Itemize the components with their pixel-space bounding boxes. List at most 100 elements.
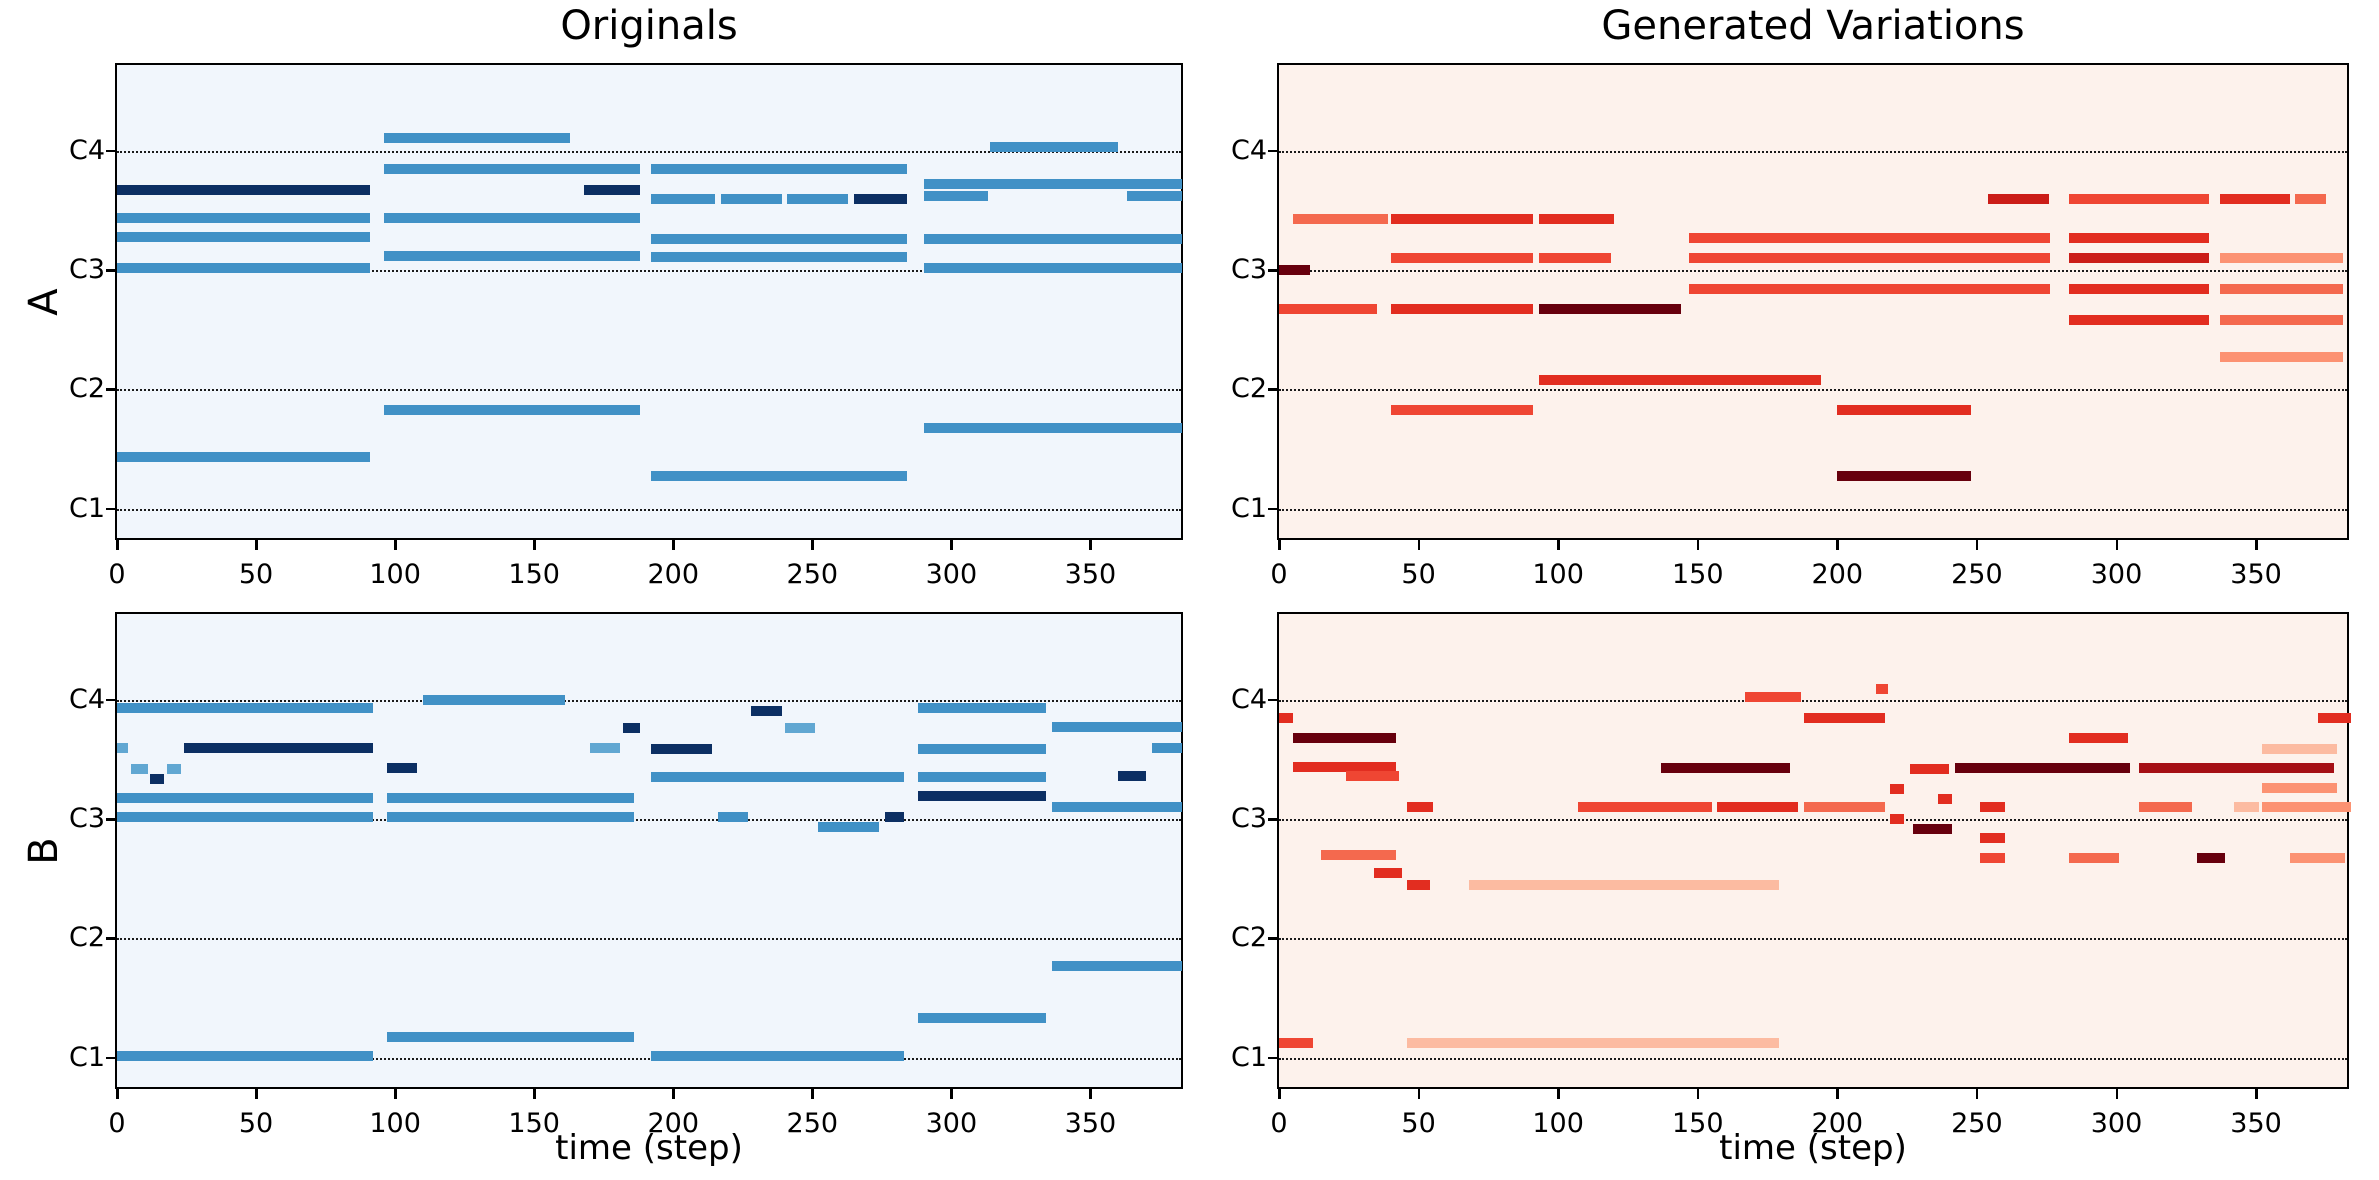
note-bar [384,212,640,223]
x-tick-mark [394,540,397,550]
note-bar [2289,853,2346,864]
y-tick-mark [1268,269,1277,272]
title-originals: Originals [560,3,738,49]
note-bar [884,811,905,822]
note-bar [1954,762,2131,773]
y-tick-label-c4: C4 [68,134,105,166]
y-tick-mark [106,507,115,511]
note-bar [1988,193,2050,204]
note-bar [1689,232,2050,243]
note-bar [918,743,1046,754]
gridline-c1 [1279,508,2347,511]
note-bar [183,742,373,753]
note-bar [384,404,640,415]
gridline-c3 [1279,270,2347,273]
note-bar [167,764,181,775]
x-tick-mark [116,540,119,550]
note-bar [1837,404,1972,415]
gridline-c4 [1279,699,2347,702]
x-tick-mark [811,1089,814,1099]
note-bar [1876,684,1888,695]
x-tick-mark [1836,540,1839,550]
y-tick-mark [106,1056,115,1060]
x-tick-label: 350 [1064,559,1117,590]
y-tick-mark [1268,149,1277,153]
note-bar [1390,404,1534,415]
x-tick-label: 150 [508,559,560,590]
note-bar [720,193,782,204]
note-bar [651,234,907,245]
note-bar [2069,733,2128,744]
x-tick-mark [950,540,953,550]
note-bar [2261,783,2338,794]
note-bar [2219,284,2343,295]
note-bar [1390,253,1534,264]
note-bar [117,792,373,803]
note-bar [1745,692,1802,703]
note-bar [1890,784,1905,795]
gridline-c4 [1279,150,2347,153]
note-bar [651,1051,905,1062]
note-bar [1909,764,1949,775]
x-tick-mark [255,540,258,550]
x-tick-mark [394,1089,397,1099]
note-bar [623,723,640,734]
x-tick-label: 100 [1532,1108,1584,1139]
x-tick-label: 250 [1951,1108,2003,1139]
note-bar [1279,265,1310,276]
note-bar [2138,762,2335,773]
note-bar [1468,879,1779,890]
note-bar [923,191,988,202]
note-bar [386,1032,635,1043]
note-bar [2261,802,2351,813]
note-bar [651,772,905,783]
note-bar [1538,213,1614,224]
note-bar [651,163,907,174]
x-tick-mark [1975,1089,1979,1099]
gridline-c2 [1279,389,2347,392]
note-bar [2219,315,2343,326]
x-tick-label: 250 [786,559,839,590]
note-bar [2233,802,2259,813]
note-bar [150,773,165,784]
note-bar [117,1051,373,1062]
x-tick-label: 250 [786,1108,839,1139]
note-bar [817,822,880,833]
x-tick-mark [1089,1089,1092,1099]
x-tick-mark [1417,540,1421,550]
note-bar [1292,213,1388,224]
note-bar [1538,374,1821,385]
note-bar [1661,762,1790,773]
y-tick-label-c1: C1 [68,492,105,524]
note-bar [651,193,715,204]
note-bar [2138,802,2192,813]
y-tick-label-c4: C4 [1230,683,1267,715]
note-bar [117,703,373,714]
x-tick-label: 150 [1671,1108,1724,1139]
y-tick-label-c2: C2 [1230,373,1267,405]
x-tick-mark [533,1089,536,1099]
x-tick-mark [672,1089,675,1099]
note-bar [1390,304,1534,315]
y-tick-label-c3: C3 [68,803,105,835]
note-bar [918,1013,1046,1024]
note-bar [918,772,1046,783]
note-bar [923,234,1183,245]
x-tick-mark [533,540,536,550]
note-bar [1979,853,2005,864]
y-tick-mark [106,149,115,153]
x-tick-label: 350 [1064,1108,1117,1139]
panel-B_generated: C4 C3 C2 C1 0 50 100 150 200 250 300 350 [1231,612,2351,1137]
note-bar [990,142,1119,153]
note-bar [1151,742,1183,753]
note-bar [2219,193,2290,204]
x-tick-mark [672,540,675,550]
note-bar [1538,304,1681,315]
y-tick-mark [106,937,115,940]
x-axis-label-left: time (step) [555,1128,743,1168]
x-tick-label: 50 [1401,559,1436,590]
x-tick-mark [1417,1089,1421,1099]
x-tick-mark [2255,540,2258,550]
note-bar [1407,802,1433,813]
